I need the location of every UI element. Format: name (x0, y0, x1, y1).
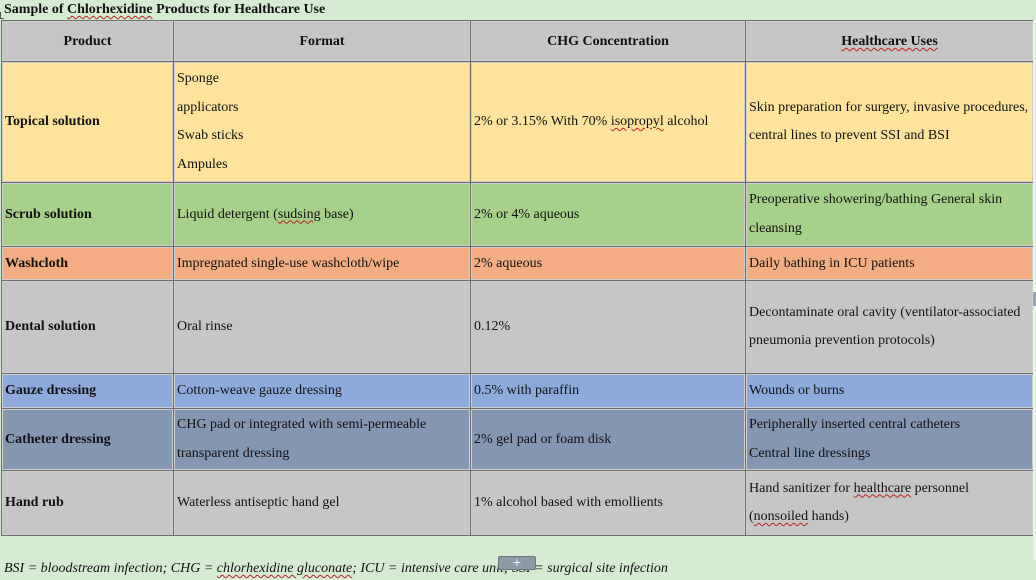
table-resize-handle[interactable] (1033, 292, 1036, 306)
product-cell[interactable]: Dental solution (1, 280, 174, 374)
uses-cell[interactable]: Hand sanitizer for healthcare personnel … (745, 470, 1034, 536)
footnote-text: BSI = bloodstream infection; CHG = (4, 561, 217, 576)
anchor-mark (0, 12, 4, 19)
table-row: Washcloth Impregnated single-use washclo… (1, 246, 1034, 281)
format-cell[interactable]: Waterless antiseptic hand gel (173, 470, 471, 536)
header-product[interactable]: Product (1, 20, 174, 62)
concentration-cell[interactable]: 2% or 4% aqueous (470, 182, 746, 247)
table-row: Dental solution Oral rinse 0.12% Deconta… (1, 280, 1034, 374)
header-format[interactable]: Format (173, 20, 471, 62)
concentration-cell[interactable]: 2% or 3.15% With 70% isopropyl alcohol (470, 61, 746, 183)
caption-flagged-word[interactable]: Chlorhexidine (67, 2, 153, 17)
uses-cell[interactable]: Peripherally inserted central catheters … (745, 408, 1034, 471)
header-uses[interactable]: Healthcare Uses (745, 20, 1034, 62)
table-resize-rail[interactable] (1033, 20, 1036, 560)
flagged-word: healthcare (853, 480, 912, 496)
format-line: applicators (177, 99, 239, 115)
uses-line: Central line dressings (749, 445, 871, 461)
format-cell[interactable]: CHG pad or integrated with semi-permeabl… (173, 408, 471, 471)
product-cell[interactable]: Hand rub (1, 470, 174, 536)
flagged-word: isopropyl (610, 114, 664, 129)
product-cell[interactable]: Catheter dressing (1, 408, 174, 471)
flagged-word: chlorhexidine gluconate (216, 561, 353, 576)
table-row: Catheter dressing CHG pad or integrated … (1, 408, 1034, 471)
concentration-cell[interactable]: 0.5% with paraffin (470, 373, 746, 409)
table-row: Hand rub Waterless antiseptic hand gel 1… (1, 470, 1034, 536)
format-line: Swab sticks (177, 128, 244, 143)
format-text: base) (320, 206, 354, 222)
format-line: Sponge (177, 71, 219, 86)
caption-prefix: Sample of (4, 2, 67, 17)
uses-cell[interactable]: Wounds or burns (745, 373, 1034, 409)
uses-cell[interactable]: Decontaminate oral cavity (ventilator-as… (745, 280, 1034, 374)
product-cell[interactable]: Gauze dressing (1, 373, 174, 409)
format-cell[interactable]: Liquid detergent (sudsing base) (173, 182, 471, 247)
table-row: Scrub solution Liquid detergent (sudsing… (1, 182, 1034, 247)
header-row: Product Format CHG Concentration Healthc… (1, 20, 1034, 62)
header-concentration[interactable]: CHG Concentration (470, 20, 746, 62)
table-row: Gauze dressing Cotton-weave gauze dressi… (1, 373, 1034, 409)
uses-cell[interactable]: Skin preparation for surgery, invasive p… (745, 61, 1034, 183)
concentration-cell[interactable]: 1% alcohol based with emollients (470, 470, 746, 536)
table-footnote: BSI = bloodstream infection; CHG = chlor… (4, 559, 668, 579)
format-text: Liquid detergent ( (177, 206, 278, 222)
uses-line: Peripherally inserted central catheters (749, 417, 961, 432)
concentration-cell[interactable]: 0.12% (470, 280, 746, 374)
format-cell[interactable]: Cotton-weave gauze dressing (173, 373, 471, 409)
uses-text: Hand sanitizer for (749, 480, 854, 496)
table-caption: Sample of Chlorhexidine Products for Hea… (4, 0, 325, 19)
caption-suffix: Products for Healthcare Use (152, 2, 326, 17)
uses-cell[interactable]: Preoperative showering/bathing General s… (745, 182, 1034, 247)
table-row: Topical solution Sponge applicators Swab… (1, 61, 1034, 183)
format-cell[interactable]: Sponge applicators Swab sticks Ampules (173, 61, 471, 183)
concentration-cell[interactable]: 2% aqueous (470, 246, 746, 281)
header-uses-label: Healthcare Uses (841, 34, 938, 49)
flagged-word: nonsoiled (753, 509, 809, 524)
concentration-text: 2% or 3.15% With 70% (474, 114, 611, 129)
uses-text: personnel ( (749, 480, 970, 525)
format-cell[interactable]: Oral rinse (173, 280, 471, 374)
uses-cell[interactable]: Daily bathing in ICU patients (745, 246, 1034, 281)
uses-text: hands) (808, 509, 849, 524)
table-move-handle[interactable]: + (498, 556, 536, 570)
chg-products-table: Product Format CHG Concentration Healthc… (1, 20, 1034, 536)
format-line: Ampules (177, 156, 228, 172)
product-cell[interactable]: Topical solution (1, 61, 174, 183)
concentration-cell[interactable]: 2% gel pad or foam disk (470, 408, 746, 471)
concentration-text: alcohol (663, 114, 709, 129)
flagged-word: sudsing (277, 206, 321, 222)
product-cell[interactable]: Scrub solution (1, 182, 174, 247)
format-cell[interactable]: Impregnated single-use washcloth/wipe (173, 246, 471, 281)
product-cell[interactable]: Washcloth (1, 246, 174, 281)
